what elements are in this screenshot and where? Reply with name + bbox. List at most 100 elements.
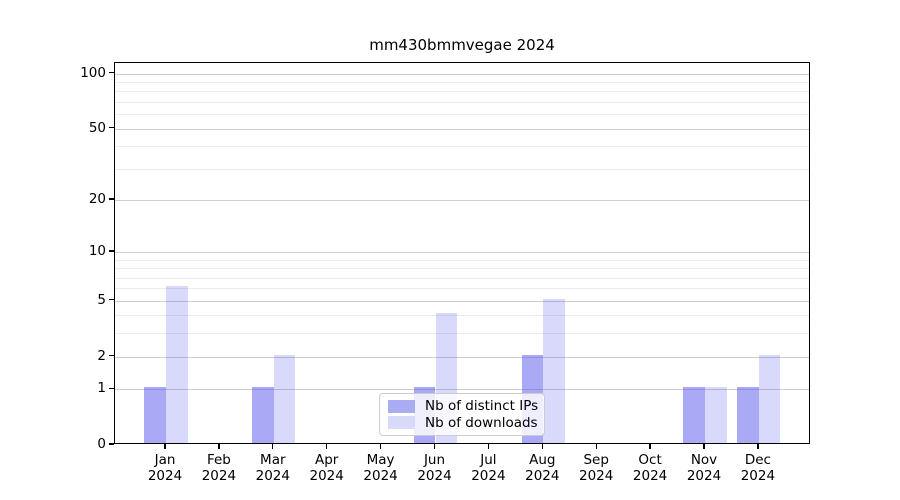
y-tick-label: 10: [88, 243, 106, 259]
gridline-minor: [115, 288, 809, 290]
x-tick-label-year: 2024: [255, 468, 290, 484]
x-tick-label-month: Feb: [206, 452, 231, 468]
legend-item-distinct-ips: Nb of distinct IPs: [388, 398, 539, 415]
x-tick-label-year: 2024: [471, 468, 506, 484]
x-tick-label: Jun 2024: [403, 452, 467, 484]
x-tick-label-month: May: [366, 452, 395, 468]
y-tick-label: 100: [80, 64, 106, 81]
legend: Nb of distinct IPs Nb of downloads: [379, 393, 545, 436]
x-tick-label: Mar 2024: [241, 452, 305, 484]
y-tick-label: 50: [88, 119, 106, 136]
x-tick-mark: [218, 444, 220, 449]
x-tick-label: Sep 2024: [564, 452, 628, 484]
gridline-minor: [115, 146, 809, 148]
gridline-minor: [115, 259, 809, 261]
x-tick-mark: [379, 444, 382, 449]
gridline-major: [115, 128, 809, 130]
x-tick-label-month: Apr: [315, 452, 339, 468]
x-tick-label-year: 2024: [309, 468, 344, 484]
x-tick-label: Jul 2024: [456, 452, 520, 484]
x-tick-mark: [541, 444, 543, 449]
gridline-minor: [115, 81, 809, 83]
gridline-minor: [115, 91, 809, 93]
x-tick-label: Oct 2024: [618, 452, 682, 484]
x-tick-label-year: 2024: [579, 468, 614, 484]
gridline-minor: [115, 333, 809, 335]
legend-swatch-downloads: [388, 416, 415, 430]
x-tick-label-month: Jul: [480, 452, 497, 468]
x-tick-mark: [272, 444, 274, 449]
x-tick-label-month: Nov: [690, 452, 718, 468]
x-tick-label-year: 2024: [686, 468, 722, 484]
gridline-minor: [115, 101, 809, 103]
bar-downloads: [273, 354, 296, 443]
gridline-major: [115, 199, 809, 201]
x-tick-mark: [487, 444, 490, 449]
x-tick-label-year: 2024: [632, 468, 668, 484]
y-tick-mark: [109, 71, 114, 74]
y-tick-mark: [109, 250, 114, 252]
y-tick-mark: [109, 198, 114, 200]
x-tick-mark: [649, 444, 651, 449]
y-tick-mark: [109, 299, 114, 301]
legend-label-distinct-ips: Nb of distinct IPs: [425, 398, 539, 415]
gridline-minor: [115, 168, 809, 170]
x-tick-label-year: 2024: [201, 468, 237, 484]
legend-item-downloads: Nb of downloads: [388, 414, 538, 431]
bar-distinct-ips: [144, 387, 166, 443]
x-tick-label-month: Oct: [638, 452, 662, 468]
gridline-major: [115, 73, 809, 75]
bar-distinct-ips: [737, 387, 759, 443]
y-tick-mark: [109, 387, 114, 389]
y-tick-label: 5: [97, 291, 106, 308]
gridline-major: [115, 252, 809, 253]
gridline-minor: [115, 268, 809, 270]
y-tick-mark: [109, 354, 114, 357]
gridline-major: [115, 300, 809, 302]
y-tick-label: 0: [97, 436, 106, 452]
x-tick-mark: [595, 444, 597, 449]
x-tick-mark: [164, 444, 166, 449]
x-tick-label: May 2024: [349, 452, 413, 484]
x-tick-label-month: Aug: [529, 452, 556, 468]
x-tick-label-month: Sep: [583, 452, 609, 468]
gridline-minor: [115, 277, 809, 279]
bar-downloads: [705, 387, 727, 443]
bar-downloads: [543, 298, 565, 443]
x-tick-label: Jan 2024: [133, 452, 197, 484]
x-tick-label-month: Jun: [423, 452, 446, 468]
x-tick-label: Feb 2024: [187, 452, 251, 484]
x-tick-label-year: 2024: [147, 468, 183, 484]
bar-distinct-ips: [252, 387, 274, 443]
x-tick-label: Nov 2024: [672, 452, 736, 484]
legend-label-downloads: Nb of downloads: [425, 414, 538, 431]
x-tick-label-month: Dec: [744, 452, 771, 468]
y-tick-label: 20: [88, 190, 106, 207]
x-tick-mark: [326, 444, 328, 449]
bar-downloads: [758, 354, 781, 443]
y-tick-label: 1: [97, 380, 106, 397]
x-tick-mark: [757, 444, 759, 449]
x-tick-label-year: 2024: [525, 468, 560, 484]
gridline-minor: [115, 114, 809, 116]
bar-downloads: [166, 286, 188, 443]
x-tick-label-month: Mar: [260, 452, 286, 468]
y-tick-mark: [109, 126, 114, 129]
x-tick-label-year: 2024: [740, 468, 776, 484]
legend-swatch-distinct-ips: [388, 399, 415, 413]
x-tick-mark: [703, 444, 705, 449]
x-tick-label: Dec 2024: [726, 452, 790, 484]
gridline-major: [115, 356, 809, 358]
gridline-minor: [115, 315, 809, 317]
x-tick-label-month: Jan: [154, 452, 176, 468]
x-tick-label: Apr 2024: [295, 452, 359, 484]
y-tick-mark: [109, 443, 114, 445]
plot-area: [114, 62, 810, 444]
gridline-major: [115, 389, 809, 391]
x-tick-label: Aug 2024: [510, 452, 574, 484]
x-tick-label-year: 2024: [363, 468, 398, 484]
bar-distinct-ips: [683, 387, 705, 443]
x-tick-label-year: 2024: [417, 468, 452, 484]
chart-title: mm430bmmvegae 2024: [369, 36, 555, 54]
